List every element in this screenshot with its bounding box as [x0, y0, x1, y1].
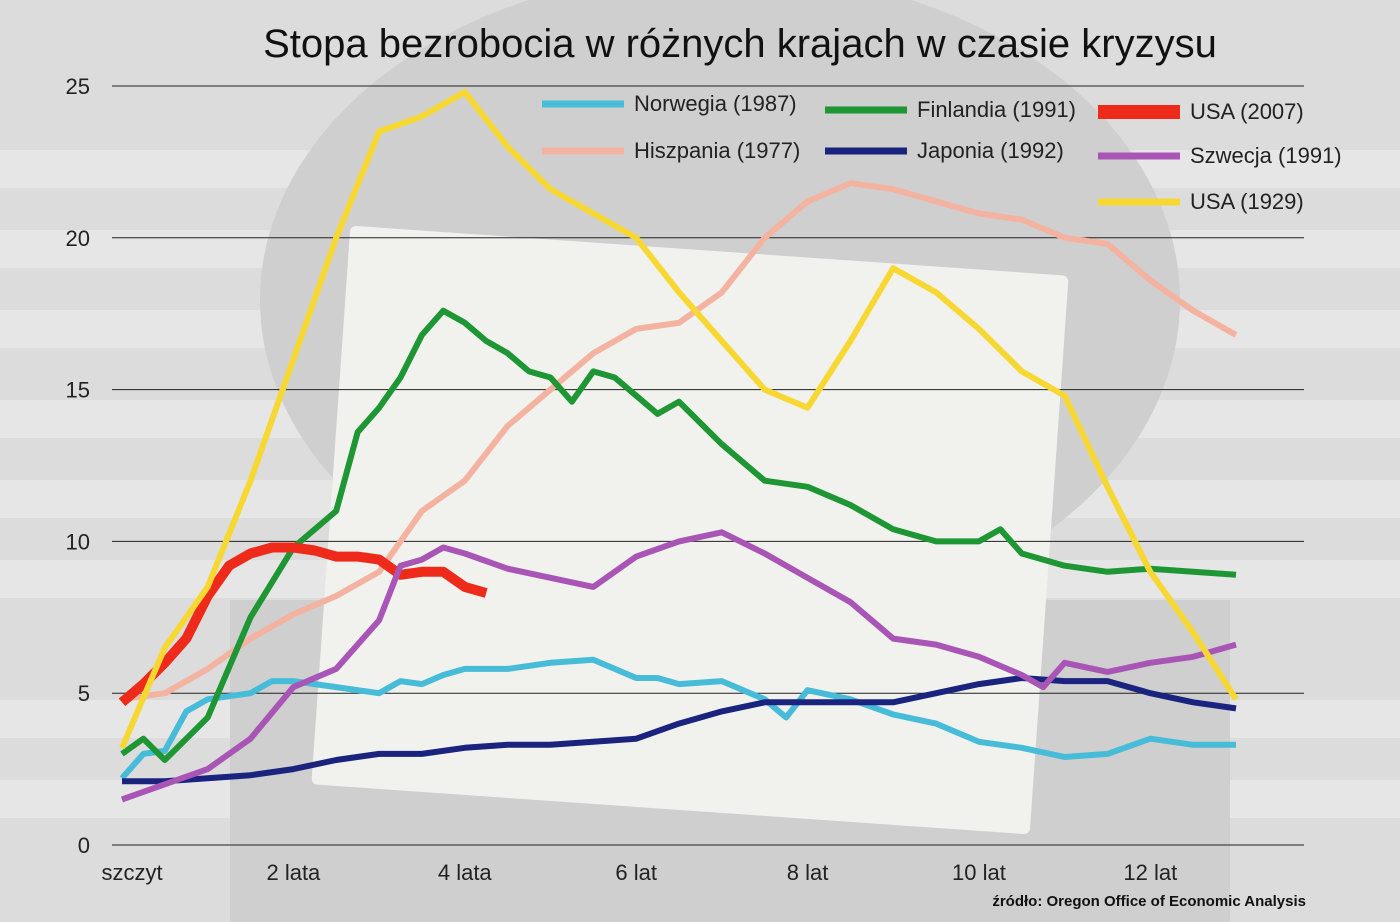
- y-tick-label: 25: [66, 74, 90, 99]
- series-lines: [118, 89, 1239, 803]
- y-tick-label: 10: [66, 529, 90, 554]
- legend-label: Hiszpania (1977): [634, 138, 800, 163]
- legend-label: USA (1929): [1190, 189, 1304, 214]
- legend-label: Japonia (1992): [917, 138, 1064, 163]
- series-line-4: [118, 542, 488, 707]
- y-tick-label: 15: [66, 378, 90, 403]
- grid-lines: [112, 85, 1304, 846]
- series-line-0: [119, 656, 1236, 781]
- y-tick-label: 20: [66, 226, 90, 251]
- series-line-5: [120, 529, 1237, 803]
- y-axis-ticks: 0 5 10 15 20 25: [66, 74, 90, 858]
- x-tick-label: 2 lata: [266, 860, 321, 885]
- series-line-6: [119, 89, 1239, 749]
- x-tick-label: 6 lat: [615, 860, 657, 885]
- x-tick-label: 8 lat: [787, 860, 829, 885]
- y-tick-label: 5: [78, 681, 90, 706]
- x-axis-ticks: szczyt 2 lata 4 lata 6 lat 8 lat 10 lat 12 lat: [101, 860, 1177, 885]
- x-tick-label: 12 lat: [1123, 860, 1177, 885]
- y-tick-label: 0: [78, 833, 90, 858]
- legend-label: USA (2007): [1190, 99, 1304, 124]
- source-note: źródło: Oregon Office of Economic Analys…: [992, 893, 1306, 910]
- chart-title: Stopa bezrobocia w różnych krajach w cza…: [263, 22, 1217, 66]
- x-tick-label: szczyt: [101, 860, 162, 885]
- legend-label: Szwecja (1991): [1190, 143, 1342, 168]
- legend: Norwegia (1987) Hiszpania (1977) Finlandia…: [542, 91, 1342, 214]
- series-line-2: [120, 307, 1237, 763]
- x-tick-label: 4 lata: [438, 860, 493, 885]
- legend-label: Norwegia (1987): [634, 91, 797, 116]
- legend-label: Finlandia (1991): [917, 97, 1076, 122]
- x-tick-label: 10 lat: [952, 860, 1006, 885]
